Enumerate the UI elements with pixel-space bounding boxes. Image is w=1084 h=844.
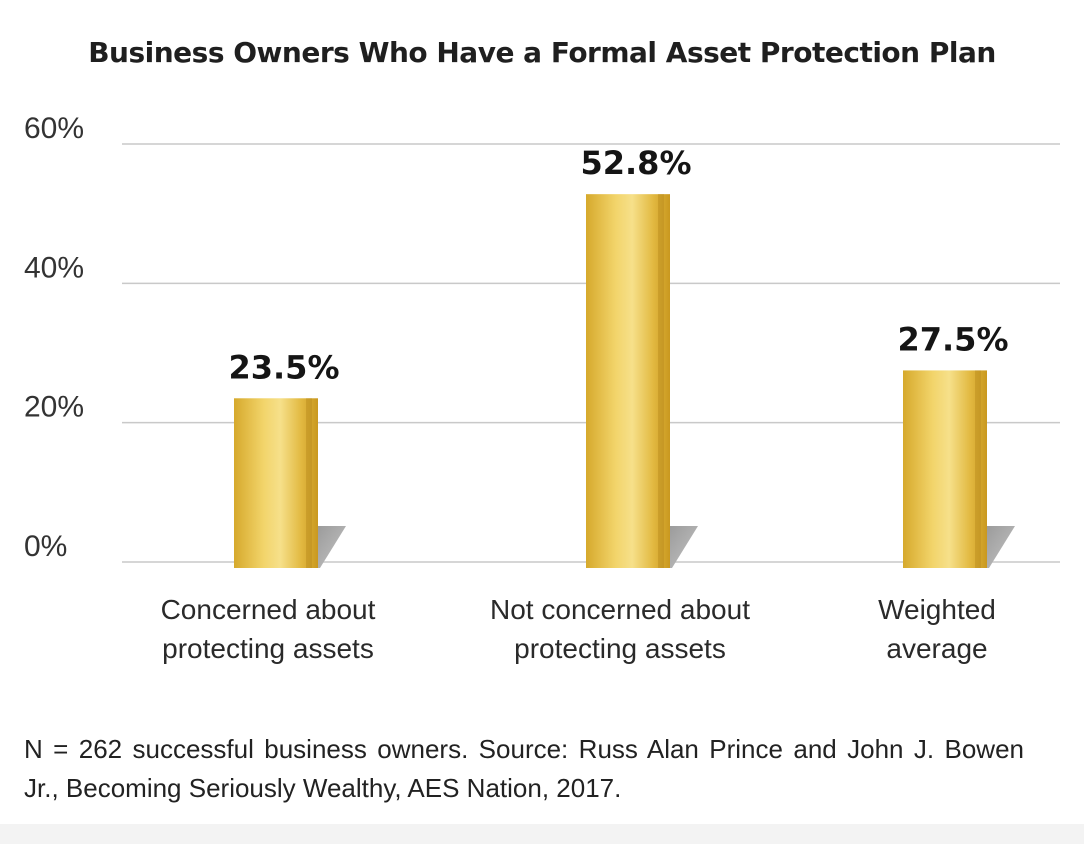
bar-edge [658,194,664,568]
x-axis-ticks: Concerned about protecting assets Not conc… [161,594,996,664]
x-tick-label: Concerned about [161,594,376,625]
data-label: 27.5% [897,320,1008,358]
x-tick-label: Not concerned about [490,594,750,625]
source-footnote: N = 262 successful business owners. Sour… [24,734,1024,803]
bar-shadow [985,526,1015,568]
bar-chart: 0% 20% 40% 60% 23.5% 52.8% 27.5% Concerned ab… [24,112,1060,664]
bars [234,194,987,568]
x-tick-label: protecting assets [162,633,374,664]
x-tick-label: Weighted [878,594,996,625]
bottom-band [0,824,1084,844]
bar-shadow [668,526,698,568]
bar-shadows [316,526,1015,568]
bar [903,370,987,568]
data-label: 52.8% [580,144,691,182]
data-label: 23.5% [228,348,339,386]
x-tick-label: protecting assets [514,633,726,664]
bar-edge [975,370,981,568]
bar-shadow [316,526,346,568]
x-tick-label: average [886,633,987,664]
bar-edge [306,398,312,568]
bar [586,194,670,568]
data-labels: 23.5% 52.8% 27.5% [228,144,1008,386]
bar [234,398,318,568]
chart-title: Business Owners Who Have a Formal Asset … [88,36,996,69]
y-tick-label: 40% [24,251,84,284]
y-axis-ticks: 0% 20% 40% 60% [24,112,84,563]
y-tick-label: 60% [24,112,84,145]
y-tick-label: 0% [24,530,67,563]
y-tick-label: 20% [24,391,84,424]
